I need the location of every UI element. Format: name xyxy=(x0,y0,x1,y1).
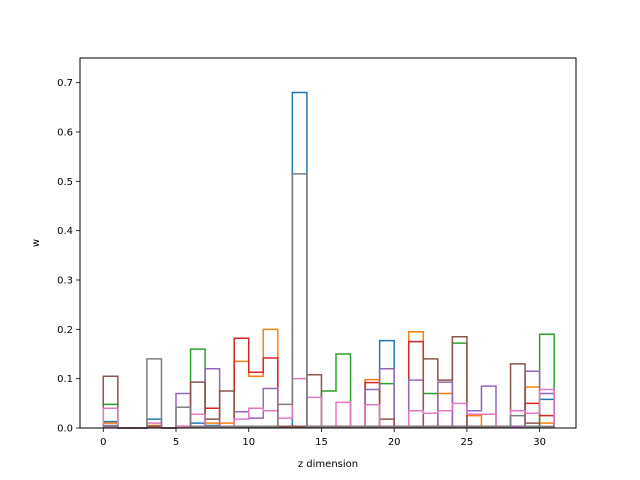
x-tick-label: 10 xyxy=(242,437,255,448)
x-tick-label: 25 xyxy=(461,437,474,448)
x-tick-label: 30 xyxy=(533,437,546,448)
y-tick-label: 0.7 xyxy=(57,78,73,89)
x-tick-label: 15 xyxy=(315,437,328,448)
y-tick-label: 0.6 xyxy=(57,128,73,139)
x-tick-label: 5 xyxy=(173,437,179,448)
y-tick-label: 0.0 xyxy=(57,424,73,435)
y-axis-label: w xyxy=(31,239,42,247)
series-layer xyxy=(102,91,555,429)
y-tick-label: 0.2 xyxy=(57,325,73,336)
x-ticks: 0 5 10 15 20 25 30 xyxy=(100,428,546,448)
x-tick-label: 20 xyxy=(388,437,401,448)
y-tick-label: 0.3 xyxy=(57,276,73,287)
x-tick-label: 0 xyxy=(100,437,106,448)
y-tick-label: 0.5 xyxy=(57,177,73,188)
y-tick-label: 0.4 xyxy=(57,226,73,237)
y-ticks: 0.0 0.1 0.2 0.3 0.4 0.5 0.6 0.7 xyxy=(57,78,80,435)
series-4-step xyxy=(102,368,555,429)
series-0-step xyxy=(102,91,555,429)
y-tick-label: 0.1 xyxy=(57,374,73,385)
axes-frame xyxy=(79,57,577,429)
series-7-step xyxy=(102,173,555,429)
x-axis-label: z dimension xyxy=(298,459,358,470)
series-1-step xyxy=(102,328,555,429)
